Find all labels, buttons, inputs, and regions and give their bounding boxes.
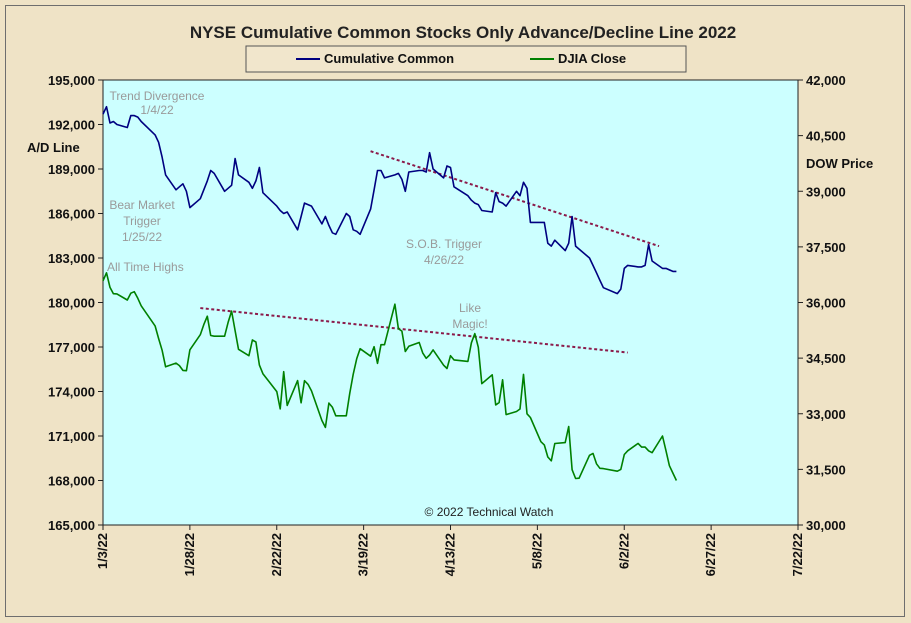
chart-title: NYSE Cumulative Common Stocks Only Advan…: [190, 23, 736, 42]
right-tick-label: 37,500: [806, 240, 846, 255]
x-tick-label: 6/27/22: [703, 533, 718, 576]
x-axis: 1/3/22 1/28/22 2/22/22 3/19/22 4/13/22 5/8/22…: [95, 524, 805, 576]
annotation-sob-trigger-line1: S.O.B. Trigger: [406, 237, 482, 251]
left-tick-label: 189,000: [48, 162, 95, 177]
left-tick-label: 192,000: [48, 118, 95, 133]
annotation-bear-market-line1: Bear Market: [109, 198, 175, 212]
x-tick-label: 5/8/22: [529, 533, 544, 569]
right-axis-title: DOW Price: [806, 156, 873, 171]
right-tick-label: 36,000: [806, 296, 846, 311]
left-tick-label: 195,000: [48, 73, 95, 88]
series-layer: [102, 105, 678, 481]
right-tick-label: 39,000: [806, 184, 846, 199]
legend-label-cumulative-common: Cumulative Common: [324, 51, 454, 66]
x-tick-label: 6/2/22: [616, 533, 631, 569]
copyright-text: © 2022 Technical Watch: [425, 505, 554, 519]
left-tick-label: 168,000: [48, 474, 95, 489]
x-tick-label: 3/19/22: [356, 533, 371, 576]
left-tick-label: 165,000: [48, 518, 95, 533]
annotation-trend-divergence-line2: 1/4/22: [140, 103, 174, 117]
left-axis: 195,000 192,000 189,000 186,000 183,000 180,0…: [48, 73, 104, 533]
left-tick-label: 180,000: [48, 296, 95, 311]
annotation-like-magic-line2: Magic!: [452, 317, 487, 331]
right-tick-label: 42,000: [806, 73, 846, 88]
trendline-ad-resistance: [370, 150, 660, 248]
annotation-sob-trigger-line2: 4/26/22: [424, 253, 464, 267]
left-tick-label: 177,000: [48, 340, 95, 355]
x-tick-label: 7/22/22: [790, 533, 805, 576]
x-tick-label: 2/22/22: [269, 533, 284, 576]
right-tick-label: 30,000: [806, 518, 846, 533]
right-tick-label: 40,500: [806, 129, 846, 144]
x-tick-label: 1/3/22: [95, 533, 110, 569]
annotations: Trend Divergence 1/4/22 Bear Market Trig…: [107, 89, 488, 331]
legend: Cumulative Common DJIA Close: [245, 45, 687, 73]
x-tick-label: 4/13/22: [443, 533, 458, 576]
series-line-djia-close: [102, 271, 678, 481]
right-axis: 42,000 40,500 39,000 37,500 36,000 34,500 33,0…: [797, 73, 846, 533]
annotation-bear-market-line3: 1/25/22: [122, 230, 162, 244]
legend-label-djia-close: DJIA Close: [558, 51, 626, 66]
left-tick-label: 183,000: [48, 251, 95, 266]
annotation-trend-divergence-line1: Trend Divergence: [110, 89, 205, 103]
left-tick-label: 171,000: [48, 429, 95, 444]
annotation-like-magic-line1: Like: [459, 301, 481, 315]
trendlines: [200, 150, 660, 354]
left-tick-label: 174,000: [48, 385, 95, 400]
plot-area: [102, 79, 799, 526]
right-tick-label: 34,500: [806, 351, 846, 366]
chart-outer-border: [5, 5, 905, 617]
annotation-bear-market-line2: Trigger: [123, 214, 161, 228]
x-tick-label: 1/28/22: [182, 533, 197, 576]
right-tick-label: 33,000: [806, 407, 846, 422]
left-tick-label: 186,000: [48, 207, 95, 222]
left-axis-title: A/D Line: [27, 140, 80, 155]
series-line-cumulative-common: [102, 105, 677, 295]
annotation-all-time-highs: All Time Highs: [107, 260, 184, 274]
right-tick-label: 31,500: [806, 462, 846, 477]
trendline-djia-resistance: [200, 307, 628, 354]
